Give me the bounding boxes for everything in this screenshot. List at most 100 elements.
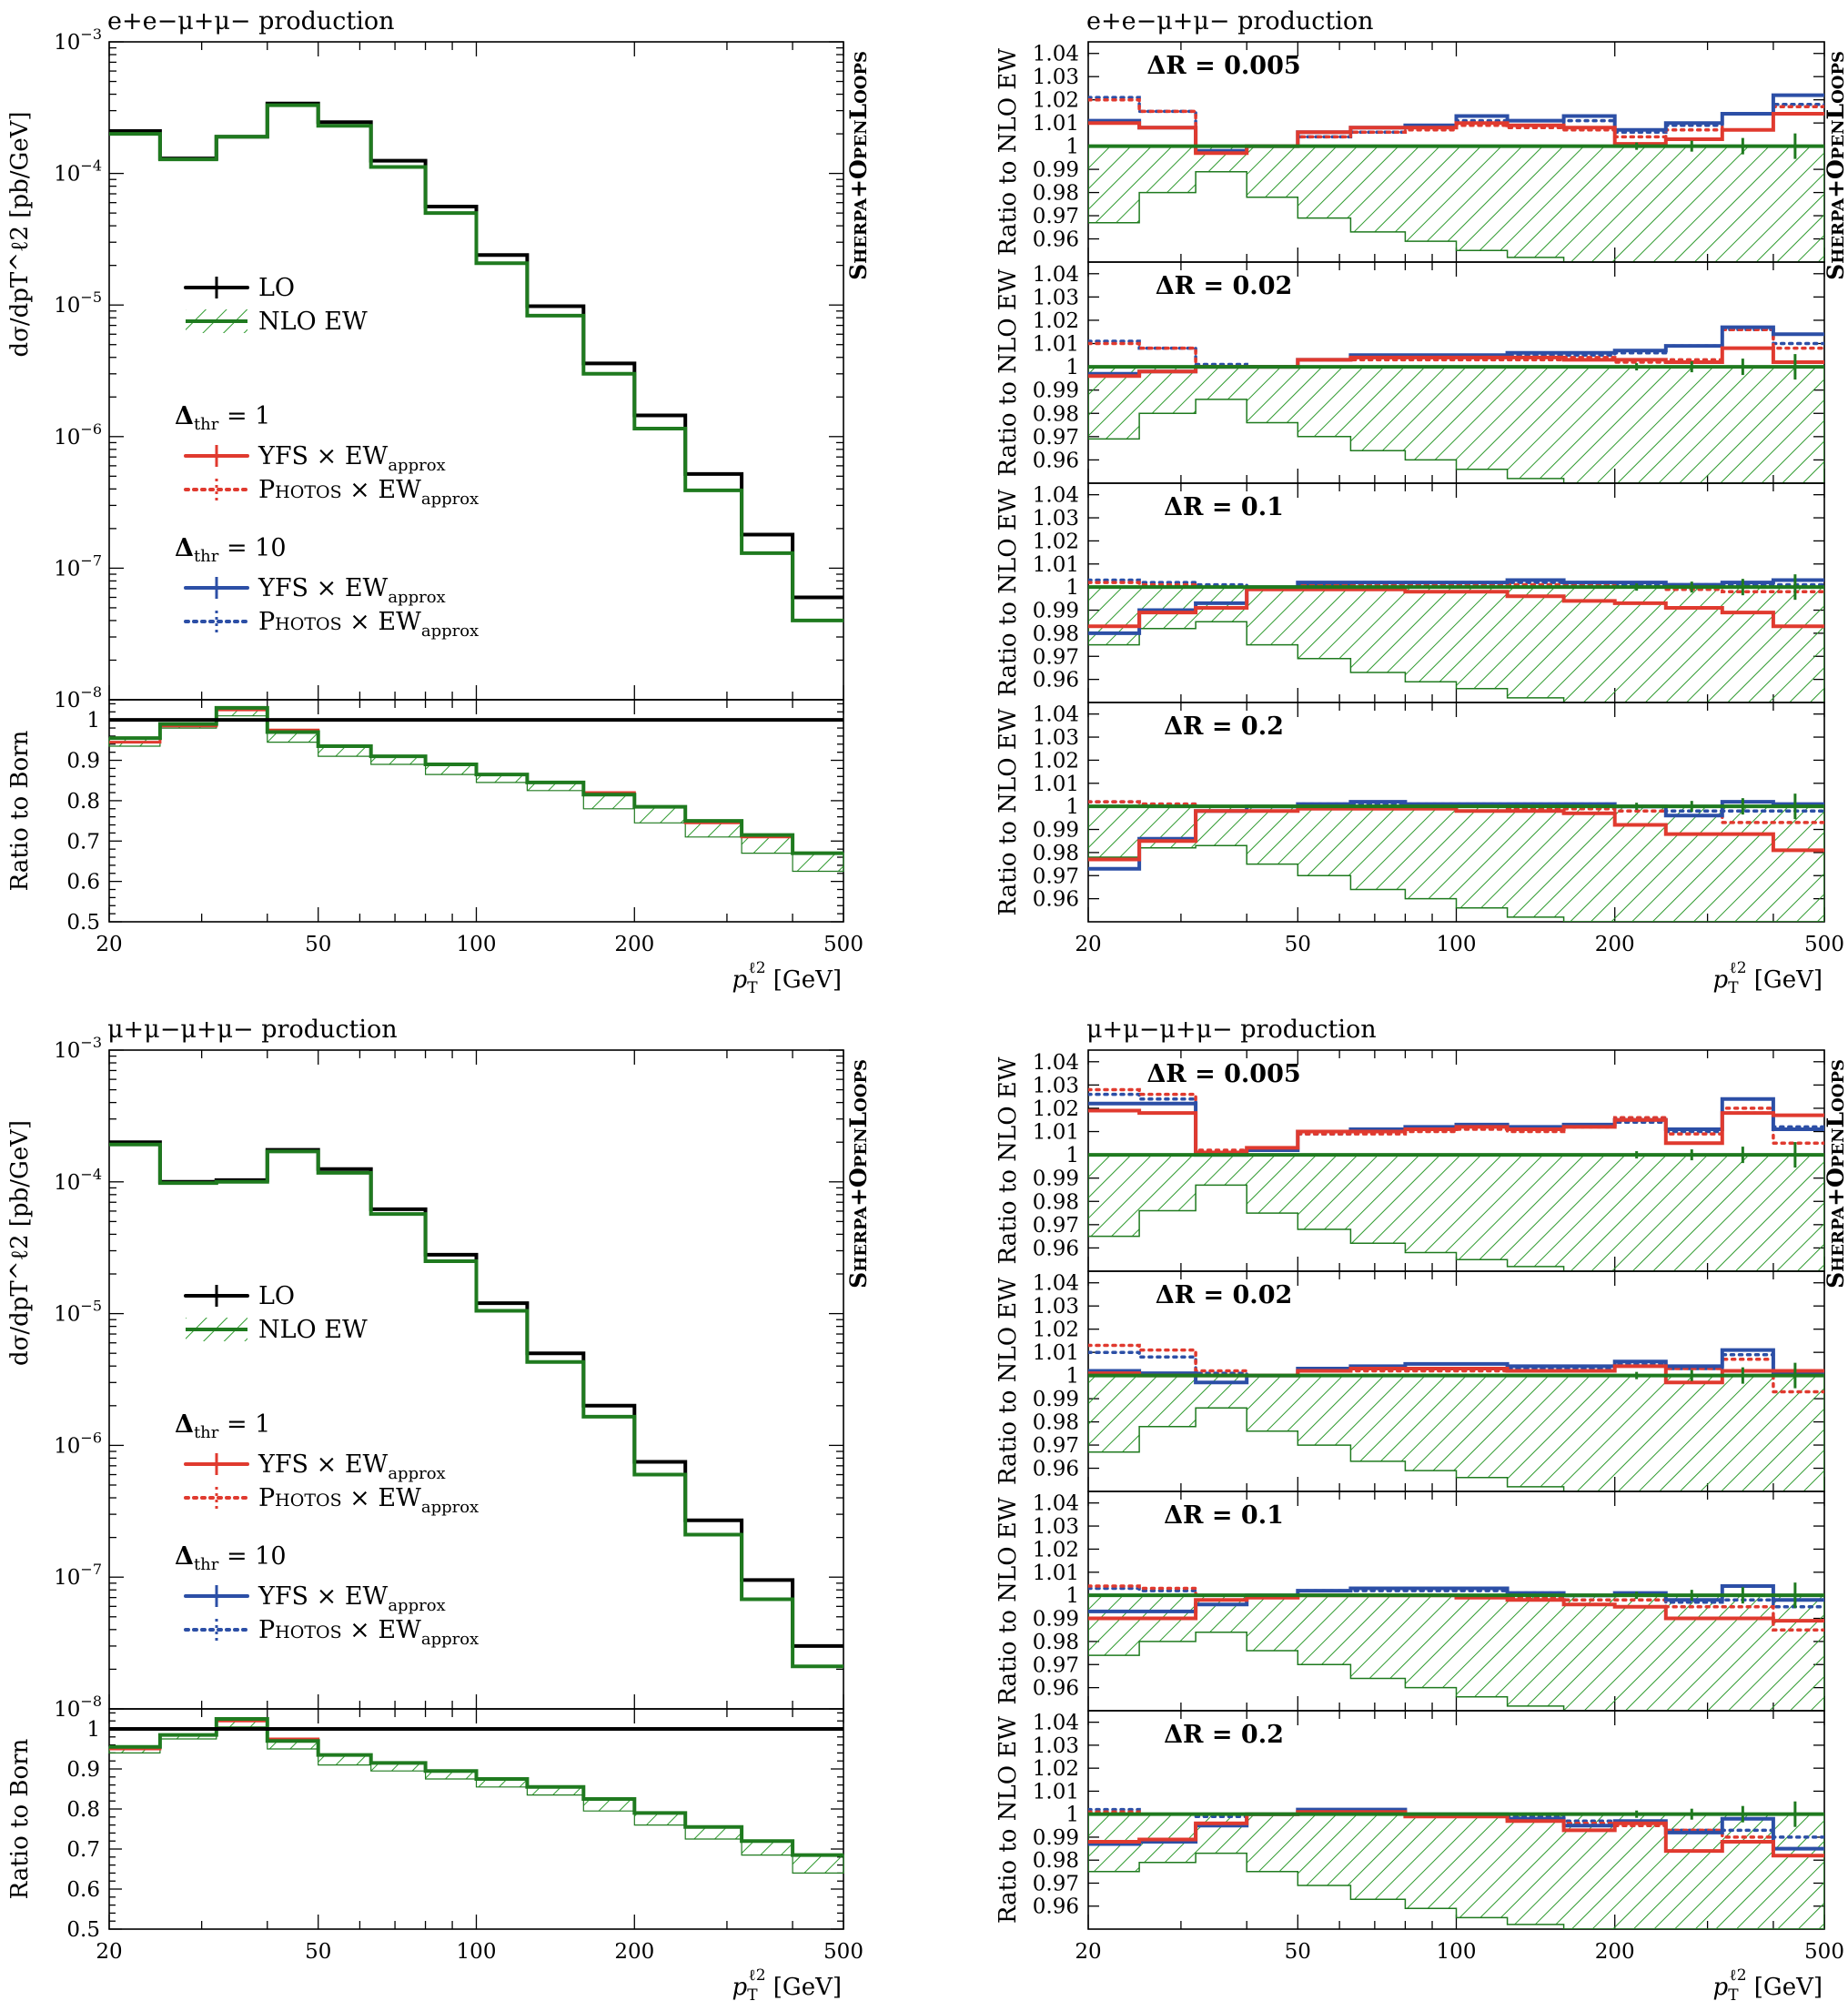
- y-tick-label: 1.01: [1033, 1561, 1079, 1585]
- subpanel-data: [1088, 1087, 1824, 1271]
- legend-photos-dthr1: Photos × EWapprox: [258, 1484, 479, 1517]
- y-tick-label: 0.96: [1033, 1677, 1079, 1701]
- y-tick-label: 0.99: [1033, 819, 1079, 843]
- yfs-dthr1-line: [1088, 1810, 1824, 1858]
- legend-dthr: Δthr = 10: [175, 1542, 287, 1574]
- x-axis-label: pTℓ2 [GeV]: [1713, 1966, 1823, 2001]
- y-tick-label: 1.04: [1033, 484, 1079, 508]
- y-tick-label: 0.7: [66, 1838, 100, 1862]
- yfs-dthr1-line: [1088, 806, 1824, 862]
- y-tick-label: 1: [1065, 136, 1079, 159]
- y-tick-label: 10−3: [54, 25, 102, 55]
- y-tick-label: 1: [1065, 1144, 1079, 1167]
- subpanel-data: [1088, 93, 1824, 262]
- y-tick-label: 1.04: [1033, 1272, 1079, 1296]
- y-tick-label: 1.04: [1033, 1051, 1079, 1075]
- y-tick-label: 0.99: [1033, 379, 1079, 403]
- y-tick-label: 1.03: [1033, 507, 1079, 531]
- y-tick-label: 0.98: [1033, 622, 1079, 646]
- x-tick-label: 200: [1595, 1940, 1635, 1964]
- subpanel-data: [1088, 325, 1824, 483]
- y-tick-label: 0.99: [1033, 158, 1079, 182]
- y-tick-label: 0.96: [1033, 669, 1079, 692]
- y-tick-label: 0.9: [66, 1758, 100, 1782]
- y-tick-label: 1.02: [1033, 1319, 1079, 1342]
- legend-photos-dthr10: Photos × EWapprox: [258, 1616, 479, 1649]
- subpanel-data: [1088, 574, 1824, 702]
- y-tick-label: 0.98: [1033, 1849, 1079, 1873]
- y-axis-label: Ratio to NLO EW: [995, 489, 1022, 696]
- y-tick-label: 1.04: [1033, 263, 1079, 287]
- subpanel-data: [1088, 1343, 1824, 1491]
- legend-yfs-dthr1: YFS × EWapprox: [258, 1450, 446, 1483]
- y-tick-label: 1.01: [1033, 333, 1079, 357]
- y-tick-label: 0.98: [1033, 402, 1079, 426]
- photos-dthr1-line: [1088, 1087, 1824, 1152]
- y-tick-label: 0.97: [1033, 426, 1079, 450]
- ratio-subpanel: 20 50 100 200 5000.960.970.980.9911.011.021.…: [995, 702, 1844, 956]
- y-tick-label: 10−5: [54, 288, 102, 318]
- y-axis-label: Ratio to NLO EW: [995, 1056, 1022, 1264]
- y-tick-label: 0.99: [1033, 1388, 1079, 1411]
- y-tick-label: 1: [1065, 1804, 1079, 1827]
- x-tick-label: 20: [1075, 1940, 1101, 1964]
- main-frame: [108, 1049, 844, 1710]
- y-tick-label: 0.96: [1033, 1458, 1079, 1481]
- nlo-ew-line: [109, 103, 843, 622]
- y-tick-label: 10−4: [54, 1166, 102, 1195]
- x-tick-label: 100: [457, 933, 497, 956]
- watermark: Sherpa+OpenLoops: [1823, 51, 1848, 280]
- yfs-dthr10-line: [1088, 1348, 1824, 1385]
- y-tick-label: 1: [1065, 1365, 1079, 1389]
- ratio-band: [108, 1718, 844, 1874]
- panel-title: e+e−μ+μ− production: [1086, 7, 1374, 35]
- x-tick-label: 20: [96, 1940, 122, 1964]
- y-tick-label: 0.99: [1033, 600, 1079, 623]
- legend-photos-dthr10: Photos × EWapprox: [258, 608, 479, 641]
- watermark: Sherpa+OpenLoops: [845, 51, 872, 280]
- y-tick-label: 0.96: [1033, 449, 1079, 472]
- y-tick-label: 1: [1065, 356, 1079, 379]
- delta-r-label: ΔR = 0.02: [1156, 272, 1293, 300]
- y-axis-label: dσ/dpT^ℓ2 [pb/GeV]: [6, 1120, 34, 1366]
- y-axis-label: Ratio to Born: [6, 730, 34, 891]
- y-tick-label: 1.02: [1033, 530, 1079, 553]
- panel-title: μ+μ−μ+μ− production: [107, 1016, 398, 1044]
- y-axis-label: Ratio to NLO EW: [995, 1716, 1022, 1924]
- delta-r-label: ΔR = 0.005: [1146, 52, 1300, 80]
- y-tick-label: 0.8: [66, 1798, 100, 1822]
- y-axis-label: dσ/dpT^ℓ2 [pb/GeV]: [6, 111, 34, 357]
- nlo-band: [1088, 366, 1824, 483]
- main-frame: [108, 41, 844, 701]
- ratio-subpanel: 20 50 100 200 5000.960.970.980.9911.011.021.…: [995, 1710, 1844, 1964]
- y-tick-label: 0.97: [1033, 864, 1079, 888]
- y-tick-label: 1.03: [1033, 66, 1079, 89]
- y-tick-label: 1: [86, 1718, 100, 1742]
- y-tick-label: 10−5: [54, 1298, 102, 1327]
- legend-lo: LO: [258, 274, 295, 302]
- nlo-band: [1088, 1594, 1824, 1711]
- x-tick-label: 200: [614, 1940, 654, 1964]
- y-tick-label: 0.6: [66, 871, 100, 894]
- x-tick-label: 500: [1804, 933, 1844, 956]
- delta-r-label: ΔR = 0.2: [1164, 1721, 1284, 1749]
- y-tick-label: 10−3: [54, 1034, 102, 1063]
- y-tick-label: 0.8: [66, 790, 100, 814]
- y-tick-label: 1: [1065, 1584, 1079, 1608]
- y-tick-label: 1.02: [1033, 1097, 1079, 1121]
- y-tick-label: 1.02: [1033, 1757, 1079, 1781]
- y-tick-label: 1.03: [1033, 286, 1079, 309]
- y-tick-label: 0.9: [66, 750, 100, 773]
- y-tick-label: 10−7: [54, 551, 102, 581]
- y-tick-label: 0.6: [66, 1878, 100, 1902]
- delta-r-label: ΔR = 0.1: [1164, 1501, 1284, 1530]
- panel-title: μ+μ−μ+μ− production: [1086, 1016, 1377, 1044]
- y-tick-label: 1.01: [1033, 1780, 1079, 1804]
- y-axis-label: Ratio to NLO EW: [995, 708, 1022, 915]
- y-axis-label: Ratio to NLO EW: [995, 48, 1022, 256]
- y-tick-label: 0.5: [66, 1918, 100, 1942]
- x-axis-label: pTℓ2 [GeV]: [1713, 959, 1823, 997]
- y-tick-label: 1.01: [1033, 112, 1079, 136]
- nlo-band: [1088, 1154, 1824, 1271]
